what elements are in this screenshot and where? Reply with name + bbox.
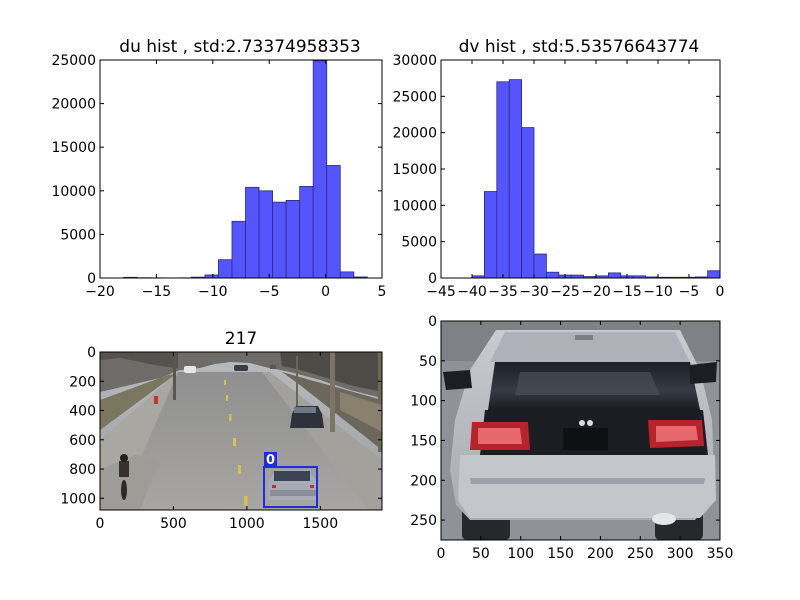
- xtick-label: −10: [643, 284, 673, 300]
- ytick-label: 200: [69, 374, 96, 390]
- xtick-label: −40: [457, 284, 487, 300]
- car-crop-border: [440, 320, 721, 541]
- xtick-label: 150: [547, 546, 574, 562]
- du-hist-bars: [123, 60, 368, 279]
- dv-histogram-panel: dv hist , std:5.53576643774 −45 −40 −35 −30…: [392, 37, 724, 300]
- ytick-label: 250: [410, 513, 437, 529]
- ytick-label: 25000: [51, 53, 96, 69]
- xtick-label: −35: [488, 284, 518, 300]
- car-crop-image: [441, 321, 720, 540]
- dv-hist-bar-6: [546, 271, 560, 279]
- ytick-label: 1000: [60, 491, 96, 507]
- dv-hist-bar-3: [508, 79, 523, 279]
- ytick-label: 15000: [51, 140, 96, 156]
- ytick-label: 800: [69, 462, 96, 478]
- xtick-label: 0: [96, 516, 105, 532]
- du-hist-bar-16: [326, 165, 341, 279]
- xtick-label: 0: [321, 284, 330, 300]
- xtick-label: −10: [198, 284, 228, 300]
- du-hist-title: du hist , std:2.73374958353: [119, 37, 360, 57]
- ytick-label: 100: [410, 394, 437, 410]
- car-crop-axes-ticks: 0 50 100 150 200 250 300 350 0 50 100 150 200 250: [410, 314, 733, 562]
- xtick-label: 350: [707, 546, 734, 562]
- xtick-label: −5: [679, 284, 700, 300]
- du-hist-bar-12: [272, 201, 287, 279]
- xtick-label: 100: [507, 546, 534, 562]
- xtick-label: −25: [550, 284, 580, 300]
- xtick-label: 1000: [229, 516, 265, 532]
- xtick-label: −45: [426, 284, 456, 300]
- detection-box: [263, 466, 318, 508]
- xtick-label: −15: [142, 284, 172, 300]
- xtick-label: 1500: [302, 516, 338, 532]
- street-scene-image: [100, 352, 382, 510]
- dv-hist-bar-4: [521, 127, 535, 279]
- du-hist-bar-10: [245, 186, 260, 279]
- ytick-label: 200: [410, 473, 437, 489]
- dv-hist-bars: [471, 79, 721, 279]
- ytick-label: 20000: [51, 97, 96, 113]
- du-hist-bar-8: [218, 259, 233, 279]
- du-hist-bar-11: [258, 190, 273, 279]
- du-hist-bar-14: [299, 186, 314, 279]
- ytick-label: 25000: [392, 89, 437, 105]
- dv-hist-bar-2: [496, 81, 510, 279]
- ytick-label: 150: [410, 433, 437, 449]
- ytick-label: 0: [87, 345, 96, 361]
- ytick-label: 0: [428, 271, 437, 287]
- street-frame-title: 217: [225, 329, 257, 349]
- dv-hist-bar-19: [707, 270, 721, 279]
- detection-label: 0: [266, 453, 275, 468]
- ytick-label: 20000: [392, 126, 437, 142]
- xtick-label: 300: [667, 546, 694, 562]
- dv-hist-frame: [440, 59, 721, 279]
- xtick-label: 50: [472, 546, 490, 562]
- ytick-label: 400: [69, 404, 96, 420]
- street-frame-panel: 217: [60, 329, 383, 532]
- du-hist-bar-17: [339, 271, 355, 279]
- ytick-label: 600: [69, 433, 96, 449]
- dv-hist-axes-ticks: −45 −40 −35 −30 −25 −20 −15 −10 −5 0 0 5000 10000 150…: [392, 53, 724, 300]
- dv-hist-bar-5: [533, 253, 547, 279]
- du-hist-axes-ticks: −20 −15 −10 −5 0 5 0 5000 10000 15000 20000 25000: [51, 53, 386, 300]
- dv-hist-bar-1: [483, 191, 498, 279]
- ytick-label: 10000: [51, 184, 96, 200]
- car-crop-panel: 0 50 100 150 200 250 300 350 0 50 100 150 200 250: [410, 314, 733, 562]
- ytick-label: 5000: [401, 235, 437, 251]
- xtick-label: −5: [259, 284, 280, 300]
- xtick-label: 500: [160, 516, 187, 532]
- du-hist-frame: [99, 59, 383, 279]
- street-frame-axes-ticks: 0 500 1000 1500 0 200 400 600 800 1000: [60, 345, 382, 532]
- xtick-label: 200: [587, 546, 614, 562]
- du-hist-bar-15: [312, 60, 328, 279]
- xtick-label: 5: [378, 284, 387, 300]
- xtick-label: 0: [437, 546, 446, 562]
- ytick-label: 5000: [60, 227, 96, 243]
- xtick-label: −30: [519, 284, 549, 300]
- xtick-label: −15: [612, 284, 642, 300]
- xtick-label: 0: [716, 284, 725, 300]
- du-histogram-panel: du hist , std:2.73374958353 −20 −15 −10 −5 0…: [51, 37, 386, 300]
- detection-label-bg: [264, 452, 277, 466]
- ytick-label: 0: [428, 314, 437, 330]
- street-frame-border: [99, 351, 383, 511]
- dv-hist-title: dv hist , std:5.53576643774: [459, 37, 700, 57]
- ytick-label: 30000: [392, 53, 437, 69]
- ytick-label: 10000: [392, 198, 437, 214]
- ytick-label: 0: [87, 271, 96, 287]
- xtick-label: −20: [85, 284, 115, 300]
- ytick-label: 50: [419, 354, 437, 370]
- du-hist-bar-9: [231, 220, 246, 279]
- ytick-label: 15000: [392, 162, 437, 178]
- dv-hist-bar-11: [608, 272, 622, 279]
- du-hist-bar-13: [285, 199, 301, 279]
- xtick-label: −20: [581, 284, 611, 300]
- xtick-label: 250: [627, 546, 654, 562]
